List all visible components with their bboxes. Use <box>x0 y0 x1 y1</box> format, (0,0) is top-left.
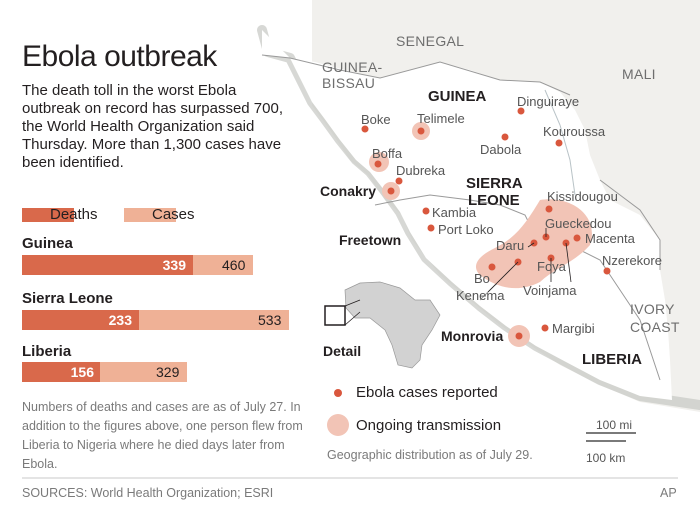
dot-boffa <box>374 160 382 168</box>
deaths-bar-liberia <box>22 362 100 382</box>
label-leone: LEONE <box>468 192 520 209</box>
label-senegal: SENEGAL <box>396 33 465 49</box>
label-liberia: LIBERIA <box>582 351 642 368</box>
scale-bar <box>586 432 636 442</box>
legend-dot-icon <box>334 389 342 397</box>
city-conakry: Conakry <box>320 183 377 199</box>
dot-nzerekore <box>603 267 611 275</box>
cases-value-sierra-leone: 533 <box>258 312 282 328</box>
dot-kambia <box>422 207 430 215</box>
border-ivory-coast <box>599 179 661 270</box>
country-name-sierra-leone: Sierra Leone <box>22 290 113 307</box>
city-voinjama: Voinjama <box>523 283 577 298</box>
deaths-bar-guinea <box>22 255 193 275</box>
sources: SOURCES: World Health Organization; ESRI <box>22 486 274 500</box>
distribution-note: Geographic distribution as of July 29. <box>327 448 533 462</box>
credit: AP <box>660 486 677 500</box>
dot-margibi <box>541 324 549 332</box>
dot-kissidougou <box>545 205 553 213</box>
city-kouroussa: Kouroussa <box>543 124 606 139</box>
dot-dabola <box>501 133 509 141</box>
country-name-guinea: Guinea <box>22 235 73 252</box>
city-bo: Bo <box>474 271 490 286</box>
page-title: Ebola outbreak <box>22 40 217 73</box>
legend-deaths-swatch <box>22 208 74 222</box>
label-mali: MALI <box>622 66 656 82</box>
deaths-bar-sierra-leone <box>22 310 139 330</box>
river <box>544 89 576 196</box>
legend-reported-label: Ebola cases reported <box>356 384 498 401</box>
city-kenema: Kenema <box>456 288 505 303</box>
legend-cases-swatch <box>124 208 176 222</box>
city-gueckedou: Gueckedou <box>545 216 612 231</box>
city-boke: Boke <box>361 112 391 127</box>
label-guinea: GUINEA <box>428 88 487 105</box>
ocean <box>240 0 700 480</box>
dot-bo <box>488 263 496 271</box>
africa-inset <box>324 281 441 369</box>
label-ivory-coast-2: COAST <box>630 319 680 335</box>
left-panel <box>0 0 312 480</box>
scale-mi-label: 100 mi <box>596 418 633 432</box>
city-freetown: Freetown <box>339 232 402 248</box>
deaths-value-guinea: 339 <box>162 257 186 273</box>
city-macenta: Macenta <box>585 231 635 246</box>
city-dabola: Dabola <box>480 142 522 157</box>
city-telimele: Telimele <box>417 111 465 126</box>
dot-boke <box>361 125 369 133</box>
dot-telimele <box>417 127 425 135</box>
dot-dubreka <box>395 177 403 185</box>
city-nzerekore: Nzerekore <box>602 253 662 268</box>
city-kambia: Kambia <box>432 205 477 220</box>
legend-cases-label: Cases <box>152 206 195 223</box>
legend-circle-icon <box>327 414 349 436</box>
border-north <box>261 54 571 96</box>
city-daru: Daru <box>496 238 525 253</box>
deaths-value-sierra-leone: 233 <box>108 312 132 328</box>
footnote: Numbers of deaths and cases are as of Ju… <box>22 400 303 471</box>
city-dinguiraye: Dinguiraye <box>517 94 580 109</box>
scale-km-label: 100 km <box>586 451 626 465</box>
city-margibi: Margibi <box>552 321 595 336</box>
label-ivory-coast-1: IVORY <box>630 301 675 317</box>
city-port-loko: Port Loko <box>438 222 494 237</box>
dot-macenta <box>573 234 581 242</box>
cases-value-liberia: 329 <box>156 364 180 380</box>
city-foya: Foya <box>537 259 566 274</box>
country-name-liberia: Liberia <box>22 343 72 360</box>
city-boffa: Boffa <box>372 146 403 161</box>
legend-deaths-label: Deaths <box>50 206 98 223</box>
label-guinea-bissau-2: BISSAU <box>322 75 376 91</box>
label-sierra: SIERRA <box>466 175 523 192</box>
dot-monrovia <box>515 332 523 340</box>
affected-countries-land <box>262 30 672 400</box>
city-dubreka: Dubreka <box>396 163 446 178</box>
dot-dinguiraye <box>517 107 525 115</box>
label-guinea-bissau-1: GUINEA- <box>322 59 383 75</box>
city-kissidougou: Kissidougou <box>547 189 618 204</box>
dot-conakry <box>387 187 395 195</box>
deaths-value-liberia: 156 <box>70 364 94 380</box>
dot-port-loko <box>427 224 435 232</box>
city-monrovia: Monrovia <box>441 328 504 344</box>
legend-transmission-label: Ongoing transmission <box>356 417 502 434</box>
intro-text: The death toll in the worst Ebola outbre… <box>22 82 283 171</box>
dot-kouroussa <box>555 139 563 147</box>
cases-value-guinea: 460 <box>222 257 246 273</box>
inset-detail-label: Detail <box>323 343 362 359</box>
